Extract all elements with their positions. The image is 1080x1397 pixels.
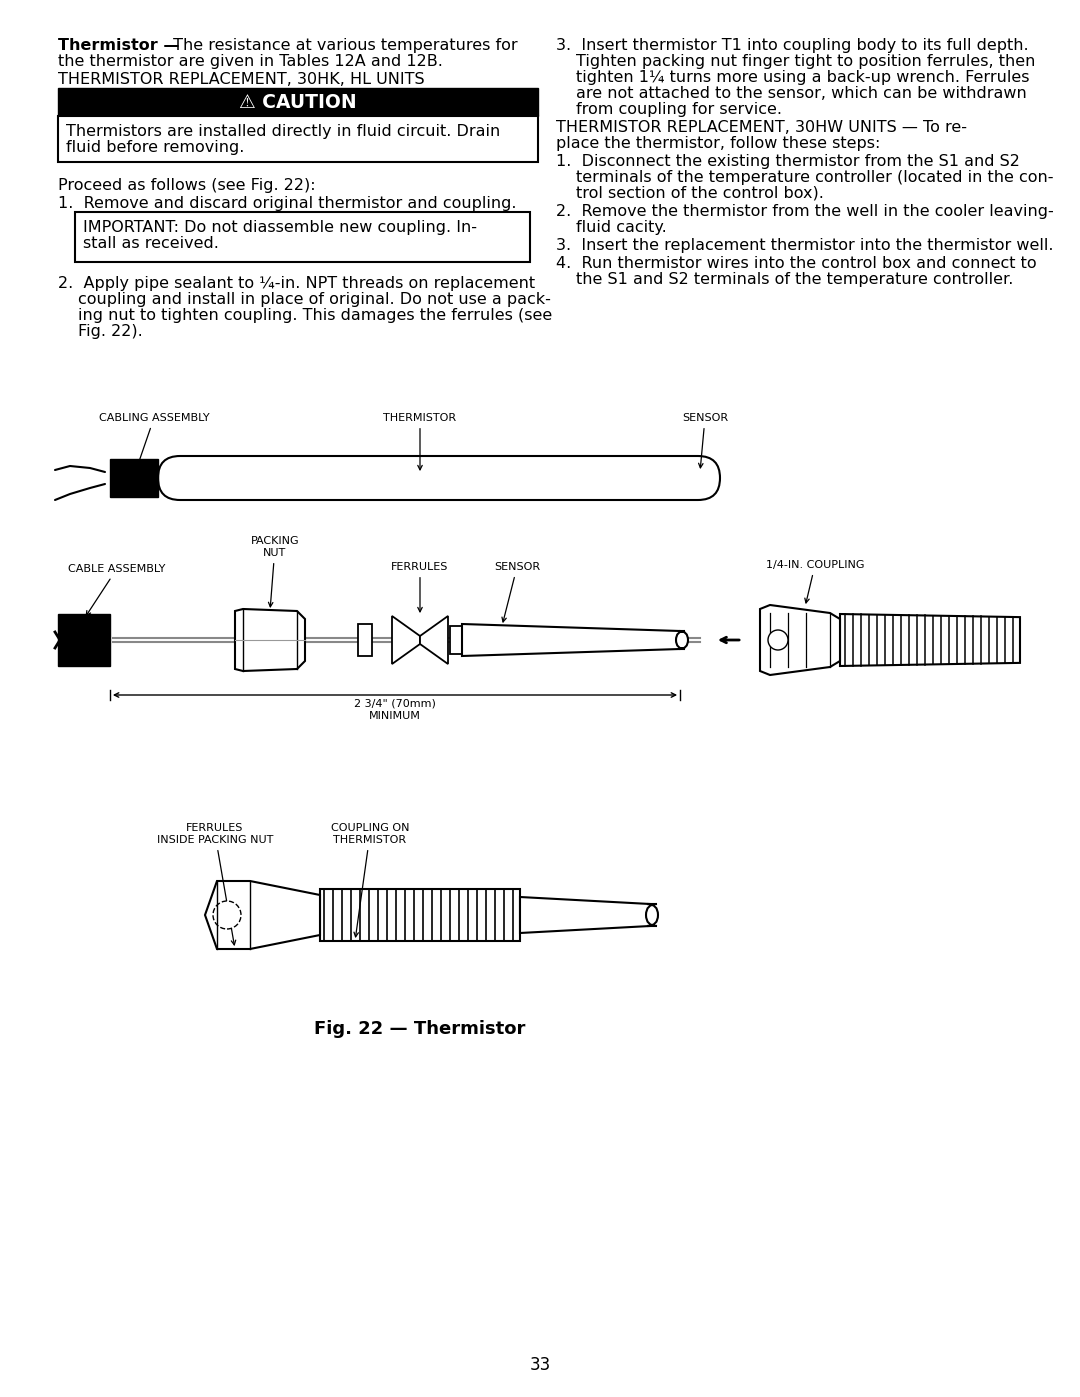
Text: 4.  Run thermistor wires into the control box and connect to: 4. Run thermistor wires into the control… bbox=[556, 256, 1037, 271]
Bar bbox=[58, 116, 538, 162]
Polygon shape bbox=[840, 615, 1020, 666]
Text: CABLE ASSEMBLY: CABLE ASSEMBLY bbox=[68, 564, 165, 616]
Text: coupling and install in place of original. Do not use a pack-: coupling and install in place of origina… bbox=[78, 292, 551, 307]
Text: THERMISTOR: THERMISTOR bbox=[383, 414, 457, 469]
Text: Thermistor —: Thermistor — bbox=[58, 38, 179, 53]
Text: SENSOR: SENSOR bbox=[494, 562, 540, 622]
Text: terminals of the temperature controller (located in the con-: terminals of the temperature controller … bbox=[576, 170, 1053, 184]
Text: THERMISTOR REPLACEMENT, 30HW UNITS — To re-: THERMISTOR REPLACEMENT, 30HW UNITS — To … bbox=[556, 120, 967, 136]
Text: the thermistor are given in Tables 12A and 12B.: the thermistor are given in Tables 12A a… bbox=[58, 54, 443, 68]
Text: stall as received.: stall as received. bbox=[83, 236, 219, 251]
Text: Tighten packing nut finger tight to position ferrules, then: Tighten packing nut finger tight to posi… bbox=[576, 54, 1036, 68]
Text: FERRULES: FERRULES bbox=[391, 562, 448, 612]
Text: CABLING ASSEMBLY: CABLING ASSEMBLY bbox=[98, 414, 210, 472]
Polygon shape bbox=[320, 888, 519, 942]
Text: COUPLING ON
THERMISTOR: COUPLING ON THERMISTOR bbox=[330, 823, 409, 937]
Polygon shape bbox=[760, 605, 840, 675]
Polygon shape bbox=[462, 624, 680, 657]
FancyBboxPatch shape bbox=[158, 455, 720, 500]
Text: The resistance at various temperatures for: The resistance at various temperatures f… bbox=[168, 38, 517, 53]
Circle shape bbox=[213, 901, 241, 929]
Bar bbox=[450, 626, 462, 654]
Text: SENSOR: SENSOR bbox=[681, 414, 728, 468]
Text: are not attached to the sensor, which can be withdrawn: are not attached to the sensor, which ca… bbox=[576, 87, 1027, 101]
Text: IMPORTANT: Do not diassemble new coupling. In-: IMPORTANT: Do not diassemble new couplin… bbox=[83, 219, 477, 235]
Text: 1.  Remove and discard original thermistor and coupling.: 1. Remove and discard original thermisto… bbox=[58, 196, 516, 211]
Text: fluid before removing.: fluid before removing. bbox=[66, 140, 244, 155]
Polygon shape bbox=[519, 897, 650, 933]
Bar bbox=[357, 624, 372, 657]
FancyBboxPatch shape bbox=[646, 904, 658, 926]
Bar bbox=[58, 88, 538, 116]
Text: 1/4-IN. COUPLING: 1/4-IN. COUPLING bbox=[766, 560, 864, 604]
Text: 3.  Insert thermistor T1 into coupling body to its full depth.: 3. Insert thermistor T1 into coupling bo… bbox=[556, 38, 1028, 53]
Bar bbox=[75, 212, 530, 263]
Text: ⚠ CAUTION: ⚠ CAUTION bbox=[239, 92, 356, 112]
Text: 2.  Apply pipe sealant to ¼-in. NPT threads on replacement: 2. Apply pipe sealant to ¼-in. NPT threa… bbox=[58, 277, 535, 291]
FancyBboxPatch shape bbox=[676, 631, 688, 650]
Text: trol section of the control box).: trol section of the control box). bbox=[576, 186, 824, 201]
Polygon shape bbox=[420, 616, 448, 664]
Polygon shape bbox=[392, 616, 420, 664]
Polygon shape bbox=[235, 609, 305, 671]
Text: the S1 and S2 terminals of the temperature controller.: the S1 and S2 terminals of the temperatu… bbox=[576, 272, 1013, 286]
Text: FERRULES
INSIDE PACKING NUT: FERRULES INSIDE PACKING NUT bbox=[157, 823, 273, 944]
Bar bbox=[58, 615, 110, 666]
Text: 3.  Insert the replacement thermistor into the thermistor well.: 3. Insert the replacement thermistor int… bbox=[556, 237, 1053, 253]
Text: ing nut to tighten coupling. This damages the ferrules (see: ing nut to tighten coupling. This damage… bbox=[78, 307, 552, 323]
Circle shape bbox=[768, 630, 788, 650]
Text: THERMISTOR REPLACEMENT, 30HK, HL UNITS: THERMISTOR REPLACEMENT, 30HK, HL UNITS bbox=[58, 73, 424, 87]
Text: from coupling for service.: from coupling for service. bbox=[576, 102, 782, 117]
Bar bbox=[110, 460, 158, 497]
Text: place the thermistor, follow these steps:: place the thermistor, follow these steps… bbox=[556, 136, 880, 151]
Text: fluid cacity.: fluid cacity. bbox=[576, 219, 666, 235]
Text: 2 3/4" (70mm)
MINIMUM: 2 3/4" (70mm) MINIMUM bbox=[354, 698, 436, 721]
Text: Fig. 22 — Thermistor: Fig. 22 — Thermistor bbox=[314, 1020, 526, 1038]
Text: Proceed as follows (see Fig. 22):: Proceed as follows (see Fig. 22): bbox=[58, 177, 315, 193]
Text: PACKING
NUT: PACKING NUT bbox=[251, 536, 299, 606]
Text: tighten 1¼ turns more using a back-up wrench. Ferrules: tighten 1¼ turns more using a back-up wr… bbox=[576, 70, 1029, 85]
Text: 2.  Remove the thermistor from the well in the cooler leaving-: 2. Remove the thermistor from the well i… bbox=[556, 204, 1054, 219]
Text: 33: 33 bbox=[529, 1356, 551, 1375]
Text: 1.  Disconnect the existing thermistor from the S1 and S2: 1. Disconnect the existing thermistor fr… bbox=[556, 154, 1020, 169]
Text: Thermistors are installed directly in fluid circuit. Drain: Thermistors are installed directly in fl… bbox=[66, 124, 500, 138]
Text: Fig. 22).: Fig. 22). bbox=[78, 324, 143, 339]
Polygon shape bbox=[205, 882, 320, 949]
